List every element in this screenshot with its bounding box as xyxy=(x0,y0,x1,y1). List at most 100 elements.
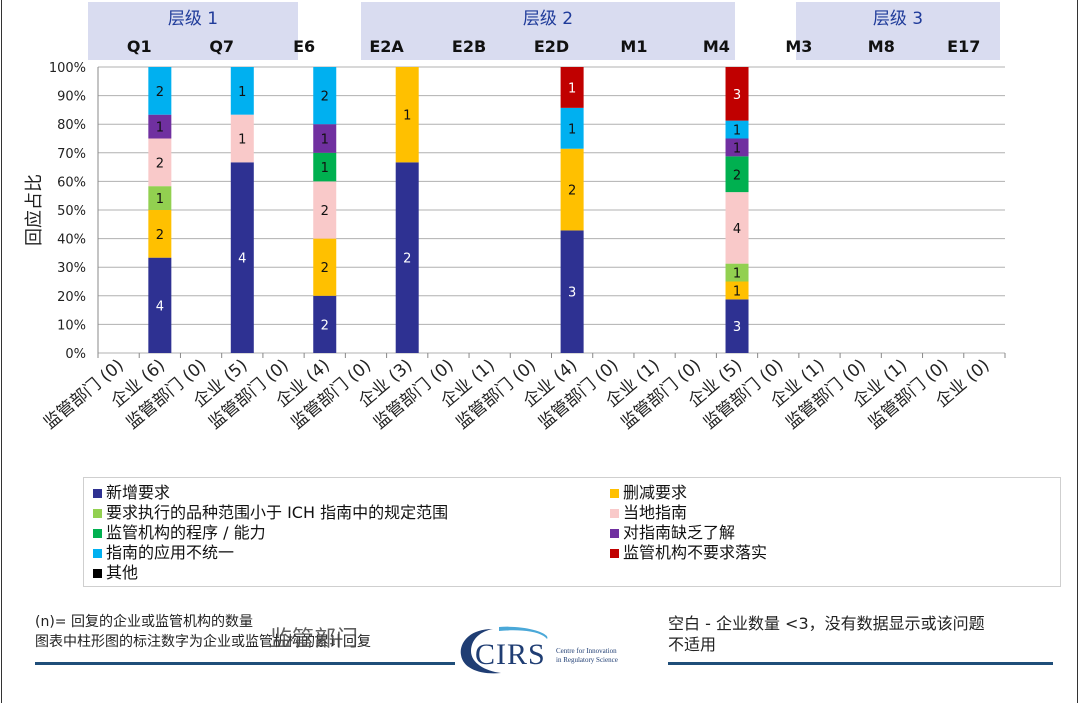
bar-data-label: 2 xyxy=(156,228,164,243)
y-tick-label: 40% xyxy=(57,233,86,248)
legend-swatch xyxy=(610,548,619,558)
y-tick-label: 70% xyxy=(57,147,86,162)
bar-segment xyxy=(148,186,172,210)
legend-item: 监管机构的程序 / 能力 xyxy=(93,523,266,543)
bar-segment xyxy=(313,124,337,153)
bar-data-label: 2 xyxy=(156,85,164,100)
y-tick-label: 90% xyxy=(57,90,86,105)
bar-segment xyxy=(313,181,337,239)
legend: 新增要求 删减要求 要求执行的品种范围小于 ICH 指南中的规定范围 当地指南 监管机构… xyxy=(83,477,1061,587)
question-code-label: M1 xyxy=(620,37,647,56)
legend-item: 要求执行的品种范围小于 ICH 指南中的规定范围 xyxy=(93,503,448,523)
legend-swatch xyxy=(93,488,102,498)
y-tick-label: 100% xyxy=(49,61,86,76)
y-tick-label: 60% xyxy=(57,175,86,190)
bar-segment xyxy=(725,67,749,121)
legend-swatch xyxy=(93,508,102,518)
bar-segment xyxy=(313,67,337,125)
y-tick-label: 50% xyxy=(57,204,86,219)
bar-segment xyxy=(230,67,254,115)
y-tick-label: 20% xyxy=(57,290,86,305)
cirs-logo xyxy=(460,626,548,674)
footer-blank-line2: 不适用 xyxy=(668,635,717,654)
y-tick-label: 30% xyxy=(57,261,86,276)
legend-swatch xyxy=(610,528,619,538)
bar-data-label: 2 xyxy=(403,252,411,267)
footer-blank-note: 空白 - 企业数量 <3，没有数据显示或该问题 不适用 xyxy=(668,613,985,655)
bar-segment xyxy=(148,257,172,353)
legend-label: 监管机构的程序 / 能力 xyxy=(106,523,266,542)
bar-segment xyxy=(230,162,254,353)
bar-data-label: 4 xyxy=(238,252,246,267)
bar-data-label: 2 xyxy=(568,184,576,199)
bar-data-label: 1 xyxy=(403,109,411,124)
tier-header-box xyxy=(361,2,735,60)
footer-blank-line1: 空白 - 企业数量 <3，没有数据显示或该问题 xyxy=(668,614,985,633)
bar-segment xyxy=(725,263,749,282)
footer-note: (n)= 回复的企业或监管机构的数量 图表中柱形图的标注数字为企业或监管机构的累… xyxy=(35,612,371,652)
legend-label: 监管机构不要求落实 xyxy=(623,543,768,562)
bar-segment xyxy=(725,138,749,157)
question-code-label: E2D xyxy=(534,37,569,56)
legend-item: 对指南缺乏了解 xyxy=(610,523,735,543)
question-code-label: E17 xyxy=(947,37,980,56)
legend-item: 删减要求 xyxy=(610,483,687,503)
question-code-label: Q1 xyxy=(127,37,152,56)
tier-header-label: 层级 1 xyxy=(168,9,218,29)
question-code-label: E2A xyxy=(369,37,404,56)
y-tick-label: 80% xyxy=(57,118,86,133)
bar-data-label: 2 xyxy=(156,156,164,171)
question-code-label: Q7 xyxy=(209,37,234,56)
logo-name: CIRS xyxy=(475,638,546,671)
legend-item: 其他 xyxy=(93,563,138,583)
legend-label: 删减要求 xyxy=(623,483,688,502)
bar-data-label: 1 xyxy=(321,161,329,176)
bar-data-label: 1 xyxy=(733,124,741,139)
logo-subtitle: Centre for Innovation in Regulatory Scie… xyxy=(556,647,618,665)
bar-segment xyxy=(313,295,337,353)
bar-segment xyxy=(725,281,749,300)
question-code-label: E2B xyxy=(452,37,486,56)
legend-item: 指南的应用不统一 xyxy=(93,543,234,563)
bar-data-label: 1 xyxy=(156,192,164,207)
legend-swatch xyxy=(93,548,102,558)
footer-overlap-text: 监管部门 xyxy=(270,627,359,652)
legend-item: 监管机构不要求落实 xyxy=(610,543,767,563)
footer-rule-right xyxy=(668,662,1053,665)
bar-data-label: 1 xyxy=(321,133,329,148)
question-code-label: M4 xyxy=(703,37,730,56)
stacked-bar-chart: 层级 1 层级 2 层级 3 Q1 Q7 E6 E2A E2B E2D M1 M4 M3 M8 E17 0… xyxy=(24,2,1006,433)
tier-header-label: 层级 3 xyxy=(873,9,923,29)
bar-segment xyxy=(148,138,172,187)
bar-data-label: 1 xyxy=(733,141,741,156)
question-code-label: E6 xyxy=(293,37,315,56)
logo-subtitle-line1: Centre for Innovation xyxy=(556,647,617,655)
footer-rule-left xyxy=(35,662,455,665)
footer-note-line1: (n)= 回复的企业或监管机构的数量 xyxy=(35,614,253,630)
bar-segment xyxy=(313,238,337,296)
bar-segment xyxy=(560,230,584,353)
bar-data-label: 1 xyxy=(733,284,741,299)
bar-data-label: 1 xyxy=(568,81,576,96)
bar-segment xyxy=(395,67,419,163)
bar-data-label: 2 xyxy=(321,261,329,276)
tier-header-box xyxy=(88,2,298,60)
bar-data-label: 4 xyxy=(733,222,741,237)
bar-segment xyxy=(230,114,254,163)
bar-segment xyxy=(560,107,584,149)
y-tick-label: 0% xyxy=(65,347,86,362)
bar-data-label: 4 xyxy=(156,299,164,314)
bar-data-label: 2 xyxy=(321,90,329,105)
logo-subtitle-line2: in Regulatory Science xyxy=(556,656,618,664)
question-code-label: M3 xyxy=(785,37,812,56)
bar-data-label: 1 xyxy=(238,133,246,148)
tier-header-box xyxy=(796,2,1000,60)
bar-data-label: 2 xyxy=(321,204,329,219)
bar-segment xyxy=(395,162,419,353)
legend-item: 当地指南 xyxy=(610,503,687,523)
bar-segment xyxy=(313,152,337,182)
legend-label: 要求执行的品种范围小于 ICH 指南中的规定范围 xyxy=(106,503,449,522)
bar-segment xyxy=(725,192,749,264)
legend-label: 对指南缺乏了解 xyxy=(623,523,736,542)
bar-data-label: 3 xyxy=(733,320,741,335)
